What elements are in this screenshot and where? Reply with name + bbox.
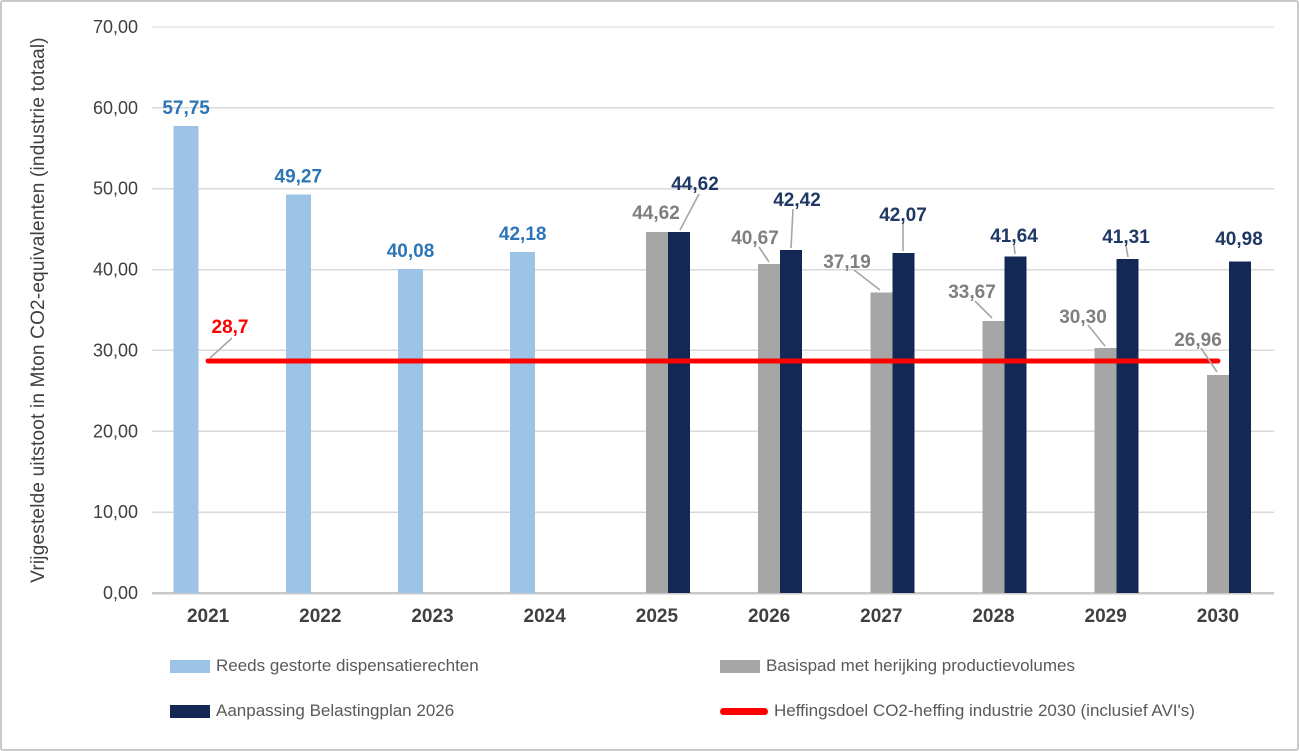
x-tick-label: 2030 — [1197, 606, 1239, 627]
leader-line — [1200, 347, 1218, 373]
bar — [1094, 348, 1117, 593]
bar — [780, 250, 803, 593]
bar-label-navy: 42,42 — [773, 190, 821, 211]
bar — [510, 251, 536, 593]
legend-label: Heffingsdoel CO2-heffing industrie 2030 … — [774, 701, 1195, 720]
bar — [645, 232, 668, 593]
y-tick-label: 40,00 — [93, 260, 138, 280]
legend-swatch-gray — [720, 659, 760, 673]
x-tick-label: 2026 — [748, 606, 790, 627]
bar-label-navy: 41,64 — [990, 226, 1038, 247]
x-tick-label: 2023 — [411, 606, 453, 627]
legend-swatch-navy — [170, 704, 210, 718]
y-tick-label: 20,00 — [93, 421, 138, 441]
bar-label-navy: 44,62 — [671, 174, 719, 195]
y-tick-label: 50,00 — [93, 179, 138, 199]
bar — [758, 264, 781, 593]
legend-item: Reeds gestorte dispensatierechten — [170, 656, 479, 675]
bar-label-navy: 40,98 — [1215, 229, 1263, 250]
bar-label-blue: 49,27 — [275, 167, 323, 188]
bar — [870, 292, 893, 593]
legend-label: Aanpassing Belastingplan 2026 — [216, 701, 455, 720]
bar-label-blue: 42,18 — [499, 224, 547, 245]
bar — [1004, 256, 1027, 593]
bar — [667, 232, 690, 593]
bar-label-gray: 30,30 — [1059, 307, 1107, 328]
leader-line — [790, 208, 794, 249]
bar-label-gray: 26,96 — [1174, 330, 1222, 351]
y-tick-label: 70,00 — [93, 17, 138, 37]
legend-swatch-redline — [720, 707, 768, 715]
x-tick-label: 2022 — [299, 606, 341, 627]
ref-line-label: 28,7 — [212, 317, 249, 338]
bar-label-gray: 37,19 — [823, 252, 871, 273]
bar-label-navy: 42,07 — [879, 205, 927, 226]
y-tick-label: 0,00 — [103, 583, 138, 603]
legend-item: Aanpassing Belastingplan 2026 — [170, 701, 455, 720]
leader-line — [853, 269, 881, 291]
y-tick-label: 60,00 — [93, 98, 138, 118]
bar — [1116, 258, 1139, 593]
leader-line — [1087, 324, 1106, 347]
x-tick-label: 2028 — [972, 606, 1014, 627]
y-tick-label: 10,00 — [93, 502, 138, 522]
legend-swatch-blue — [170, 659, 210, 673]
bar-label-gray: 33,67 — [948, 282, 996, 303]
bar-label-navy: 41,31 — [1102, 227, 1150, 248]
leader-line — [1125, 245, 1129, 258]
bar-label-gray: 40,67 — [731, 228, 779, 249]
x-tick-label: 2027 — [860, 606, 902, 627]
bar-label-blue: 57,75 — [162, 98, 210, 119]
legend-label: Basispad met herijking productievolumes — [766, 656, 1075, 675]
bar — [173, 126, 199, 594]
legend-label: Reeds gestorte dispensatierechten — [216, 656, 479, 675]
bar — [982, 320, 1005, 593]
bar — [892, 252, 915, 594]
leader-line — [1013, 244, 1016, 255]
legend-item: Basispad met herijking productievolumes — [720, 656, 1075, 675]
bar — [398, 268, 423, 593]
leader-line — [974, 300, 993, 319]
x-tick-label: 2025 — [636, 606, 679, 627]
leader-line — [679, 193, 700, 231]
bar — [1228, 261, 1251, 593]
bar — [1206, 375, 1229, 593]
x-tick-label: 2021 — [187, 606, 230, 627]
x-tick-label: 2029 — [1085, 606, 1127, 627]
x-tick-label: 2024 — [524, 606, 567, 627]
y-tick-label: 30,00 — [93, 340, 138, 360]
leader-line — [758, 246, 770, 263]
bar-label-blue: 40,08 — [387, 241, 435, 262]
legend-item: Heffingsdoel CO2-heffing industrie 2030 … — [720, 701, 1195, 720]
bar — [285, 194, 311, 593]
bar-label-gray: 44,62 — [632, 203, 680, 224]
leader-line — [209, 337, 233, 359]
